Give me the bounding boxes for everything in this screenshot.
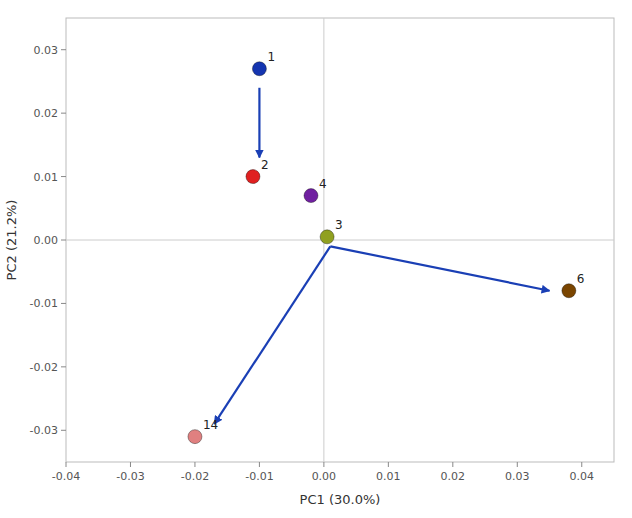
x-tick	[388, 462, 389, 467]
x-tick	[130, 462, 131, 467]
x-tick	[259, 462, 260, 467]
y-tick	[61, 366, 66, 367]
x-tick-label: 0.00	[312, 470, 337, 483]
point-label: 6	[577, 272, 585, 286]
x-tick	[452, 462, 453, 467]
x-tick-label: -0.04	[52, 470, 80, 483]
x-axis-label: PC1 (30.0%)	[300, 492, 381, 507]
x-tick	[66, 462, 67, 467]
x-tick	[517, 462, 518, 467]
plot-frame	[66, 18, 614, 462]
arrow	[330, 246, 549, 290]
x-tick-label: -0.01	[245, 470, 273, 483]
x-tick-label: 0.04	[570, 470, 595, 483]
y-tick	[61, 49, 66, 50]
y-tick-label: -0.02	[30, 361, 58, 374]
y-tick	[61, 176, 66, 177]
y-tick	[61, 240, 66, 241]
axes: -0.04 -0.03 -0.02 -0.01 0.00 0.01 0.02 0.03 0.04…	[30, 44, 594, 483]
y-axis-label: PC2 (21.2%)	[4, 200, 19, 281]
y-tick	[61, 303, 66, 304]
point	[252, 62, 266, 76]
y-tick-label: 0.03	[34, 44, 59, 57]
point	[188, 430, 202, 444]
arrow	[214, 246, 330, 424]
point	[320, 230, 334, 244]
point-label: 1	[267, 50, 275, 64]
arrow	[258, 88, 260, 158]
x-tick-label: 0.01	[376, 470, 401, 483]
point-labels: 1 2 3 4 6 14	[203, 50, 585, 432]
x-tick-label: 0.03	[505, 470, 530, 483]
x-tick-label: -0.03	[116, 470, 144, 483]
point	[304, 189, 318, 203]
x-tick-label: 0.02	[441, 470, 466, 483]
point	[562, 284, 576, 298]
point-label: 2	[261, 158, 269, 172]
point-label: 14	[203, 418, 218, 432]
chart: -0.04 -0.03 -0.02 -0.01 0.00 0.01 0.02 0.03 0.04…	[0, 0, 632, 518]
x-tick	[323, 462, 324, 467]
y-tick-label: 0.02	[34, 107, 59, 120]
y-tick	[61, 430, 66, 431]
point-label: 3	[335, 218, 343, 232]
plot-area	[66, 18, 614, 462]
x-tick	[581, 462, 582, 467]
y-tick-label: -0.01	[30, 297, 58, 310]
y-tick-label: -0.03	[30, 424, 58, 437]
y-tick-label: 0.01	[34, 171, 59, 184]
x-tick-label: -0.02	[181, 470, 209, 483]
point-label: 4	[319, 177, 327, 191]
y-tick	[61, 113, 66, 114]
reference-line-y	[66, 240, 614, 241]
y-tick-label: 0.00	[34, 234, 59, 247]
x-tick	[194, 462, 195, 467]
point	[246, 170, 260, 184]
